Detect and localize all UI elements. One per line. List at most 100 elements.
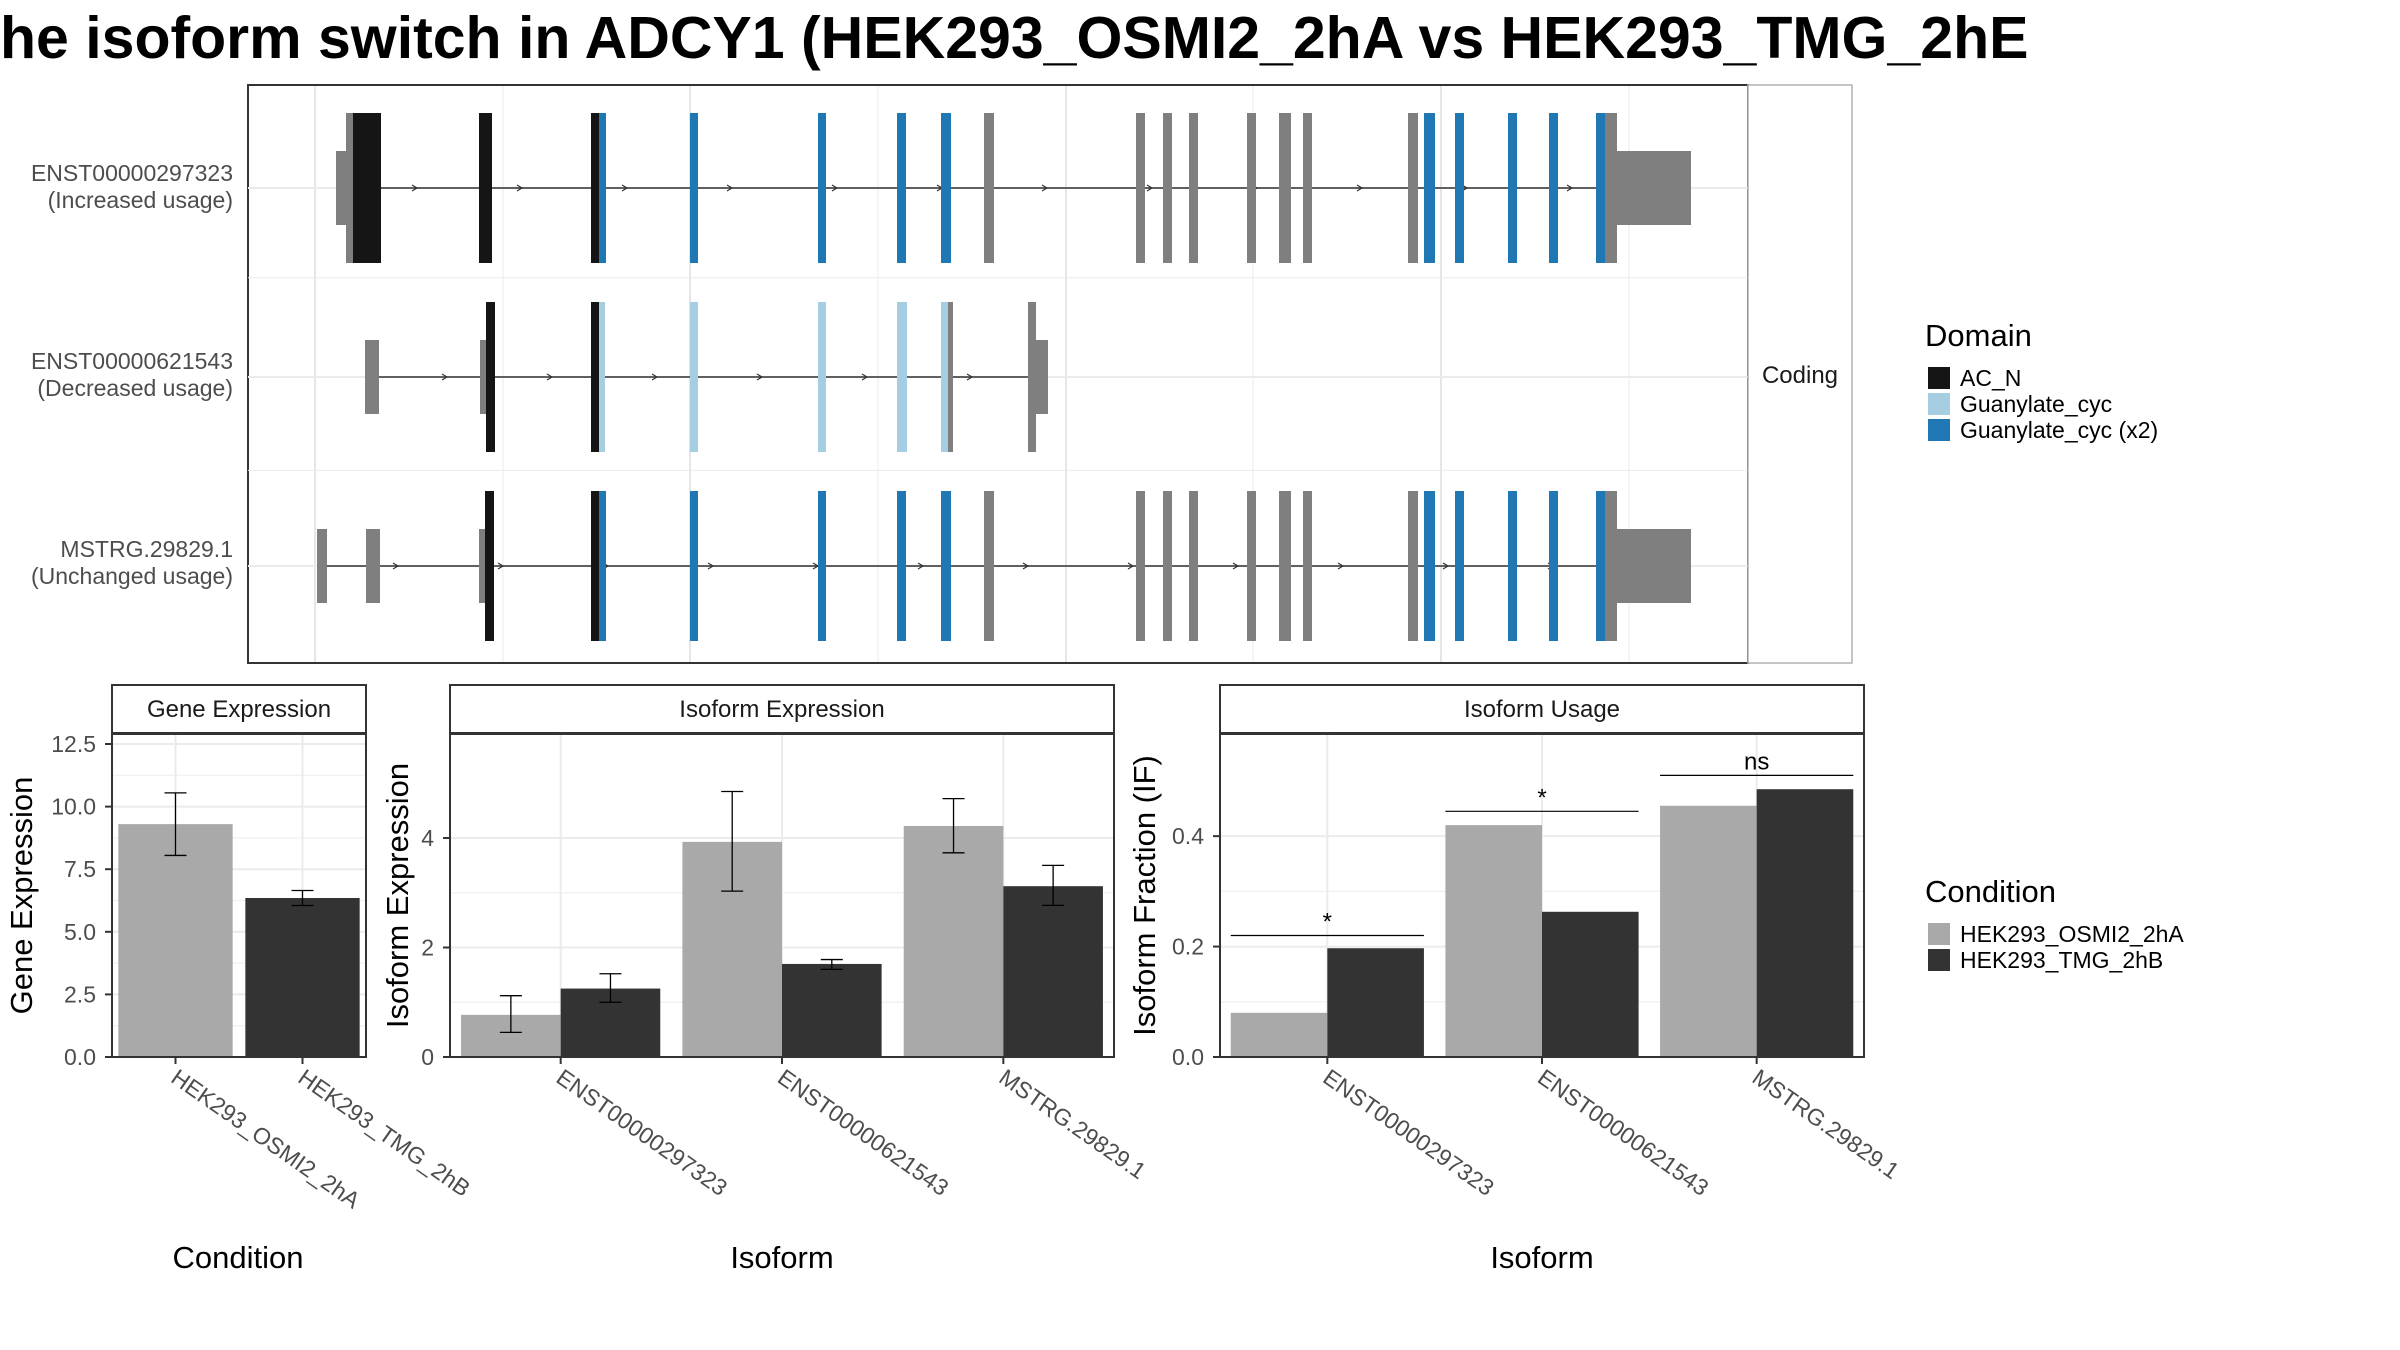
exon-block <box>897 491 906 641</box>
exon-block <box>818 302 826 452</box>
coding-strip <box>1747 84 1853 664</box>
exon-block <box>1508 113 1517 263</box>
panel-strip-label: Isoform Usage <box>1464 696 1620 723</box>
x-tick-label: ENST00000297323 <box>1318 1064 1498 1201</box>
exon-block <box>1617 529 1691 603</box>
x-tick-label: MSTRG.29829.1 <box>1748 1064 1904 1184</box>
significance-label: ns <box>1744 748 1769 775</box>
exon-block <box>1605 113 1617 263</box>
strand-arrow <box>966 373 974 381</box>
transcript-1-id: ENST00000297323 <box>31 160 233 186</box>
bar <box>1327 948 1424 1057</box>
exon-block <box>1424 491 1435 641</box>
domain-legend: Domain AC_N Guanylate_cyc Guanylate_cyc … <box>1925 318 2158 443</box>
exon-block <box>1605 491 1617 641</box>
significance-label: * <box>1537 784 1546 811</box>
strand-arrow <box>1146 184 1154 192</box>
strand-arrow <box>441 373 449 381</box>
transcript-2-usage: (Decreased usage) <box>37 375 233 401</box>
x-axis-title: Isoform <box>1490 1240 1593 1275</box>
exon-block <box>1455 491 1464 641</box>
exon-block <box>591 113 599 263</box>
condition-legend-title: Condition <box>1925 874 2056 909</box>
error-bar <box>1042 864 1065 907</box>
exon-block <box>941 491 951 641</box>
y-tick-label: 0.2 <box>1172 934 1204 960</box>
bar <box>1756 789 1854 1057</box>
strand-arrow <box>497 562 505 570</box>
bar <box>903 825 1004 1057</box>
exon-block <box>690 113 698 263</box>
exon-block <box>1036 340 1048 414</box>
strand-arrow <box>831 184 839 192</box>
exon-block <box>1189 491 1198 641</box>
exon-block <box>1424 113 1435 263</box>
error-bar <box>164 792 187 857</box>
y-axis-title: Isoform Fraction (IF) <box>1127 755 1162 1036</box>
panel-strip-label: Isoform Expression <box>679 696 884 723</box>
strand-arrow <box>726 184 734 192</box>
panel-strip <box>1219 684 1865 734</box>
y-tick-label: 10.0 <box>51 794 96 820</box>
exon-block <box>941 113 951 263</box>
exon-block <box>1549 113 1558 263</box>
exon-block <box>1163 113 1172 263</box>
exon-block <box>591 491 599 641</box>
exon-block <box>984 113 994 263</box>
strand-arrow <box>621 184 629 192</box>
transcript-3-usage: (Unchanged usage) <box>31 563 233 589</box>
panel-strip <box>449 684 1115 734</box>
transcript-panel: Coding ENST00000297323 (Increased usage)… <box>31 84 1853 664</box>
bar <box>245 898 360 1057</box>
y-tick-label: 4 <box>421 825 434 851</box>
exon-block <box>599 302 605 452</box>
exon-block <box>346 113 354 263</box>
legend-label-guanylate-cyc: Guanylate_cyc <box>1960 391 2112 417</box>
x-tick-label: MSTRG.29829.1 <box>994 1064 1150 1184</box>
exon-block <box>1596 491 1605 641</box>
transcript-3-id: MSTRG.29829.1 <box>60 536 233 562</box>
exon-block <box>365 340 379 414</box>
legend-label-osmi2: HEK293_OSMI2_2hA <box>1960 921 2184 947</box>
strand-arrow <box>546 373 554 381</box>
exon-block <box>1136 491 1145 641</box>
bar <box>1003 886 1103 1057</box>
exon-block <box>317 529 327 603</box>
panel-strip <box>111 684 367 734</box>
error-bar <box>820 958 843 971</box>
exon-block <box>353 113 381 263</box>
transcript-1-usage: (Increased usage) <box>48 187 233 213</box>
legend-swatch-guanylate-cyc <box>1928 393 1950 415</box>
exon-block <box>1408 113 1418 263</box>
y-axis-title: Gene Expression <box>4 777 39 1015</box>
x-axis-title: Condition <box>173 1240 304 1275</box>
exon-block <box>818 491 826 641</box>
significance-label: * <box>1323 909 1332 936</box>
exon-block <box>1279 491 1291 641</box>
error-bar <box>721 790 744 892</box>
exon-block <box>599 113 606 263</box>
exon-block <box>486 302 495 452</box>
y-tick-label: 0.0 <box>1172 1044 1204 1070</box>
legend-label-ac-n: AC_N <box>1960 365 2021 391</box>
transcript-2-id: ENST00000621543 <box>31 348 233 374</box>
legend-swatch-osmi2 <box>1928 923 1950 945</box>
gene-expression-panel: Gene Expression0.02.55.07.510.012.5HEK29… <box>4 684 475 1275</box>
strand-arrow <box>392 562 400 570</box>
y-tick-label: 0.4 <box>1172 823 1204 849</box>
exon-block <box>1136 113 1145 263</box>
bar <box>1445 825 1542 1057</box>
exon-block <box>1279 113 1291 263</box>
bar <box>118 824 233 1057</box>
error-bar <box>499 995 522 1034</box>
y-axis-title: Isoform Expression <box>380 763 415 1028</box>
exon-block <box>485 491 494 641</box>
strand-arrow <box>1566 184 1574 192</box>
y-tick-label: 5.0 <box>64 919 96 945</box>
coding-strip-label: Coding <box>1762 362 1838 389</box>
bar <box>1230 1012 1328 1057</box>
strand-arrow <box>917 562 925 570</box>
error-bar <box>599 973 622 1003</box>
